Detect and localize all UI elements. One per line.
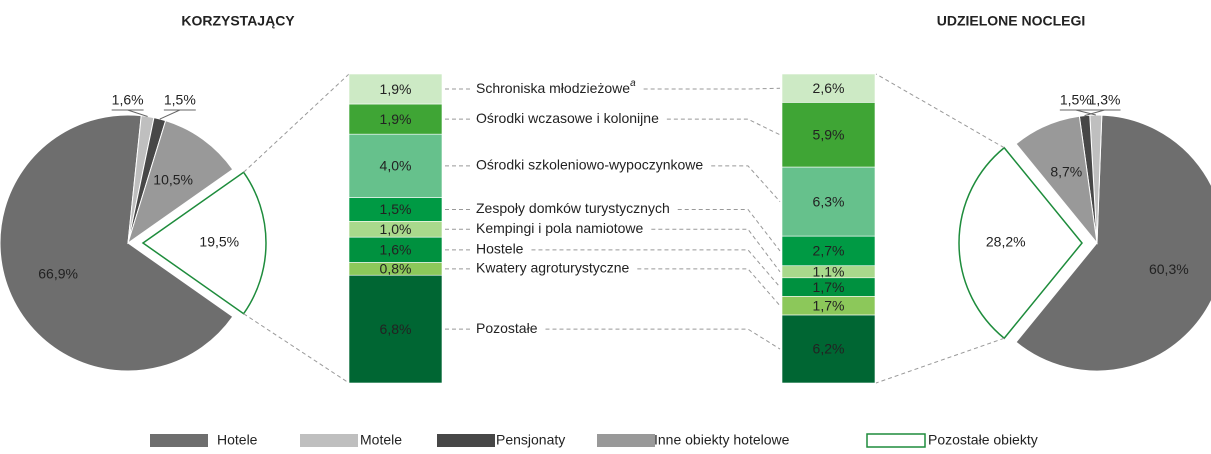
connector [875, 73, 1005, 149]
bar-label: 1,9% [380, 81, 412, 97]
pie-label: 1,6% [112, 92, 144, 108]
pie-slice [958, 146, 1083, 340]
bar-label: 2,6% [813, 80, 845, 96]
bar-label: 6,2% [813, 341, 845, 357]
pie-label: 28,2% [986, 234, 1026, 250]
category-label: Pozostałe [476, 320, 538, 336]
bar-segment [781, 102, 876, 168]
pie-label: 60,3% [1149, 261, 1189, 277]
pie-slice [1015, 115, 1098, 245]
leader [637, 268, 781, 307]
legend-swatch [300, 434, 358, 447]
category-label: Ośrodki szkoleniowo-wypoczynkowe [476, 157, 703, 173]
bar-segment [781, 73, 876, 103]
category-label: Kempingi i pola namiotowe [476, 220, 644, 236]
pie-slice [127, 120, 234, 245]
bar-label: 6,3% [813, 193, 845, 209]
bar-label: 1,1% [813, 263, 845, 279]
bar-label: 1,0% [380, 221, 412, 237]
pie-slice [0, 114, 234, 372]
bar-label: 1,6% [380, 242, 412, 258]
panel-title: KORZYSTAJĄCY [181, 13, 295, 29]
bar-label: 5,9% [813, 127, 845, 143]
category-label: Ośrodki wczasowe i kolonijne [476, 110, 659, 126]
category-label: Schroniska młodzieżowea [476, 78, 636, 96]
pie-label: 1,5% [164, 92, 196, 108]
leader [651, 228, 781, 273]
pie-slice [1015, 114, 1211, 372]
legend-swatch [150, 434, 208, 447]
legend-swatch [437, 434, 495, 447]
label-leader [1075, 109, 1096, 116]
pie-label: 19,5% [199, 234, 239, 250]
leader [531, 249, 781, 288]
panel-title: UDZIELONE NOCLEGI [937, 13, 1086, 29]
legend-label: Inne obiekty hotelowe [654, 432, 790, 448]
legend-label: Pensjonaty [496, 432, 565, 448]
category-label: Kwatery agroturystyczne [476, 260, 629, 276]
bar-label: 1,9% [380, 111, 412, 127]
label-leader [1084, 109, 1105, 117]
pie-label: 10,5% [153, 172, 193, 188]
connector [243, 73, 350, 173]
label-leader [127, 109, 148, 117]
leader [666, 118, 781, 136]
category-label: Hostele [476, 241, 524, 257]
pie-slice [141, 171, 267, 315]
label-leader [159, 109, 181, 120]
bar-label: 4,0% [380, 158, 412, 174]
bar-label: 1,5% [380, 201, 412, 217]
bar-label: 0,8% [380, 261, 412, 277]
pie-label: 1,5% [1060, 92, 1092, 108]
legend-label: Hotele [217, 432, 258, 448]
legend-label: Pozostałe obiekty [928, 432, 1038, 448]
pie-label: 1,3% [1089, 92, 1121, 108]
leader [677, 208, 781, 252]
pie-label: 8,7% [1050, 163, 1082, 179]
bar-segment [348, 274, 443, 384]
bar-label: 1,7% [813, 279, 845, 295]
connector [243, 313, 350, 384]
bar-label: 1,7% [813, 297, 845, 313]
bar-label: 6,8% [380, 321, 412, 337]
leader [545, 328, 781, 350]
bar-segment [781, 314, 876, 384]
legend-swatch [597, 434, 655, 447]
leader [711, 165, 781, 202]
category-label: Zespoły domków turystycznych [476, 200, 670, 216]
pie-label: 66,9% [38, 266, 78, 282]
category-note: a [630, 78, 636, 89]
leader [643, 87, 781, 90]
legend-swatch [866, 433, 926, 448]
connector [875, 337, 1005, 384]
bar-label: 2,7% [813, 243, 845, 259]
legend-label: Motele [360, 432, 402, 448]
